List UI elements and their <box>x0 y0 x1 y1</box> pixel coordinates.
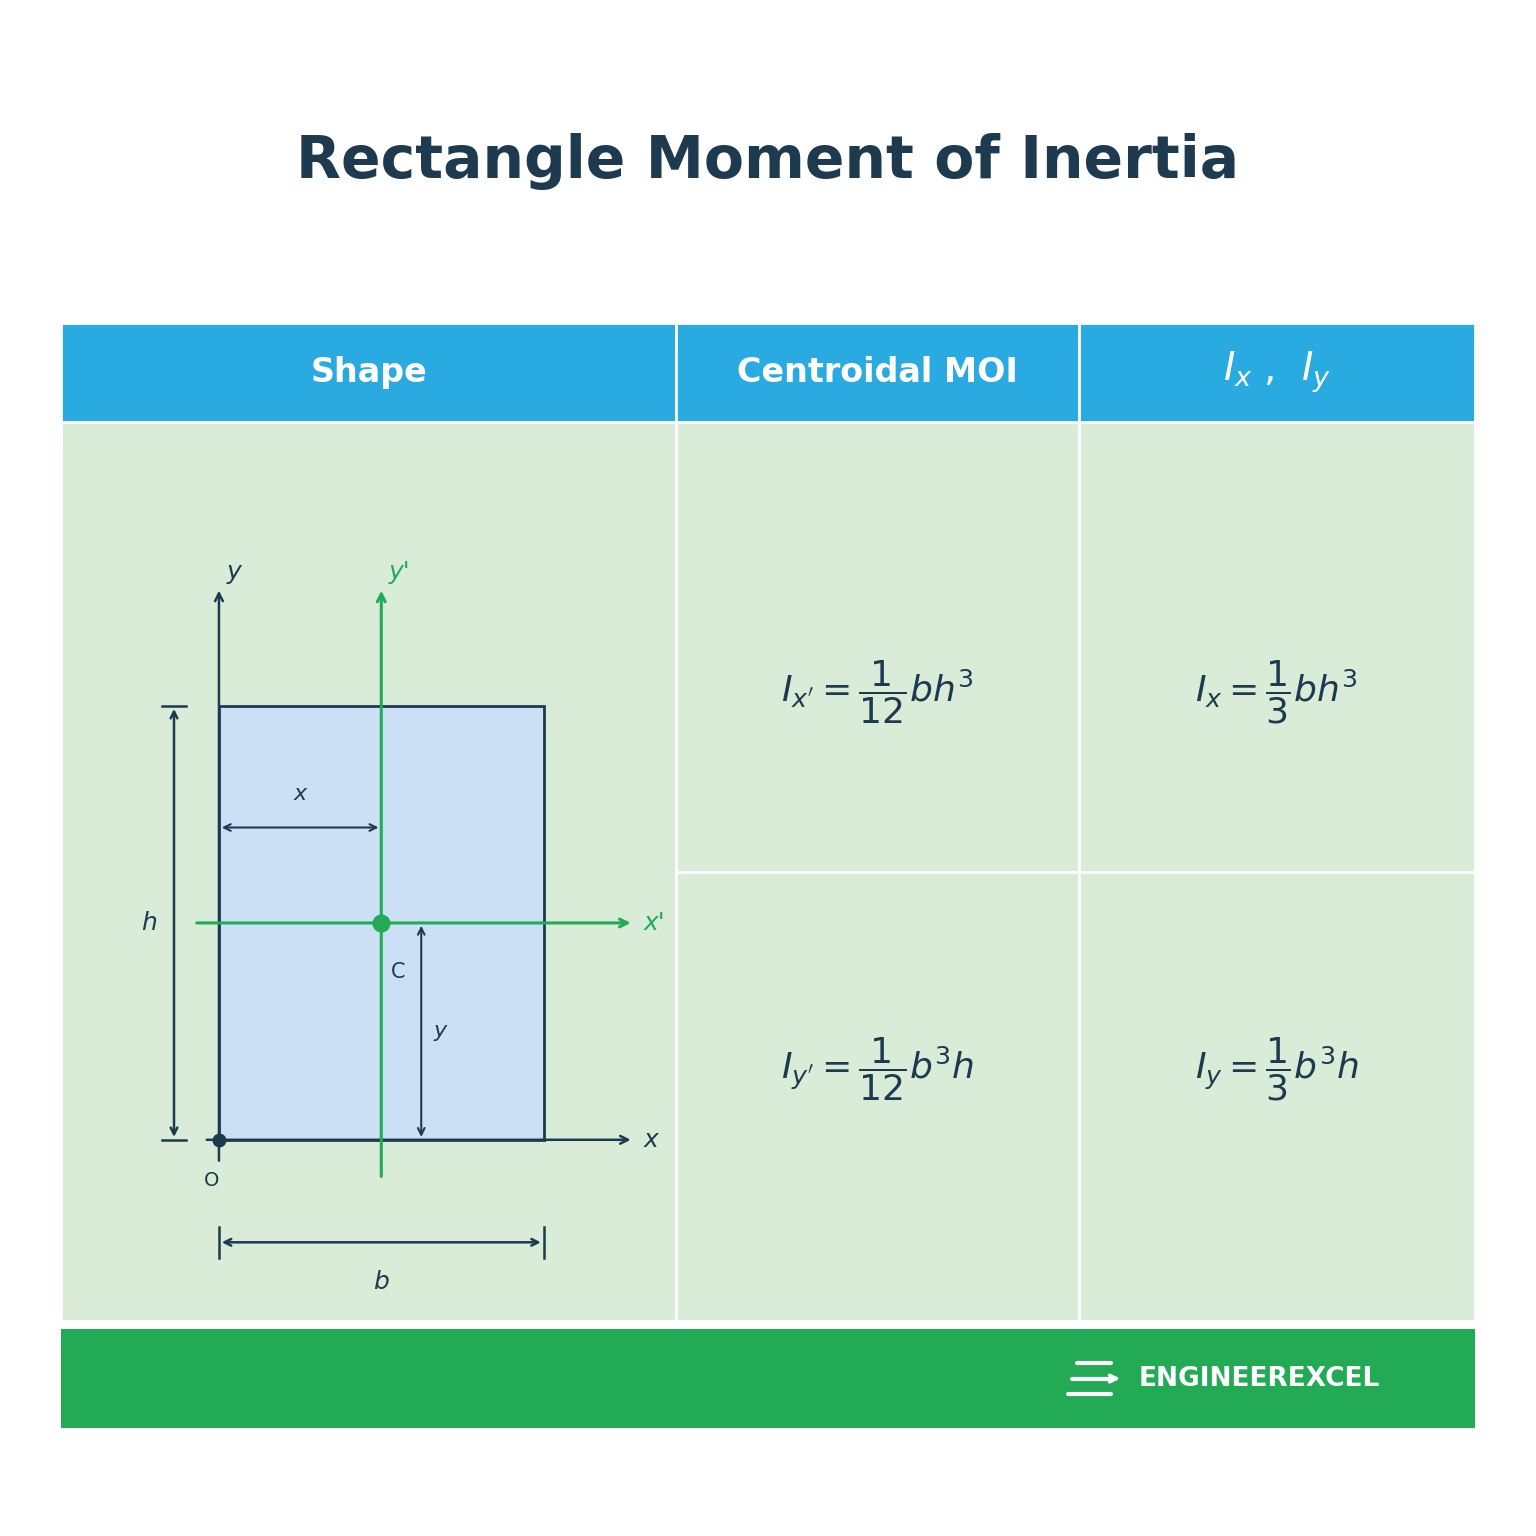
Text: y': y' <box>389 561 410 584</box>
Bar <box>676 323 1078 422</box>
Text: $\mathit{I}_{x'} = \dfrac{1}{12}bh^3$: $\mathit{I}_{x'} = \dfrac{1}{12}bh^3$ <box>782 659 974 725</box>
Text: y: y <box>226 561 241 584</box>
Bar <box>61 1329 1475 1428</box>
Text: h: h <box>141 911 157 935</box>
Bar <box>61 422 676 1321</box>
Bar <box>1078 323 1475 422</box>
Text: x: x <box>644 1127 659 1152</box>
Bar <box>676 422 1078 1321</box>
Text: $\mathit{I}_x = \dfrac{1}{3}bh^3$: $\mathit{I}_x = \dfrac{1}{3}bh^3$ <box>1195 659 1358 725</box>
Text: Rectangle Moment of Inertia: Rectangle Moment of Inertia <box>296 132 1240 190</box>
Text: y: y <box>433 1021 447 1041</box>
Text: b: b <box>373 1270 389 1293</box>
Text: x: x <box>293 783 307 803</box>
Text: $\mathit{I_x}$ ,  $\mathit{I_y}$: $\mathit{I_x}$ , $\mathit{I_y}$ <box>1223 350 1330 395</box>
Bar <box>61 323 676 422</box>
Bar <box>1078 422 1475 1321</box>
Text: Centroidal MOI: Centroidal MOI <box>737 356 1018 389</box>
Text: x': x' <box>644 911 665 935</box>
Text: ENGINEEREXCEL: ENGINEEREXCEL <box>1138 1366 1379 1392</box>
Text: O: O <box>204 1172 220 1190</box>
Text: C: C <box>392 963 406 983</box>
Polygon shape <box>220 707 544 1140</box>
Text: $\mathit{I}_y = \dfrac{1}{3}b^3h$: $\mathit{I}_y = \dfrac{1}{3}b^3h$ <box>1195 1035 1358 1103</box>
Text: Shape: Shape <box>310 356 427 389</box>
Text: $\mathit{I}_{y'} = \dfrac{1}{12}b^3h$: $\mathit{I}_{y'} = \dfrac{1}{12}b^3h$ <box>780 1035 974 1103</box>
